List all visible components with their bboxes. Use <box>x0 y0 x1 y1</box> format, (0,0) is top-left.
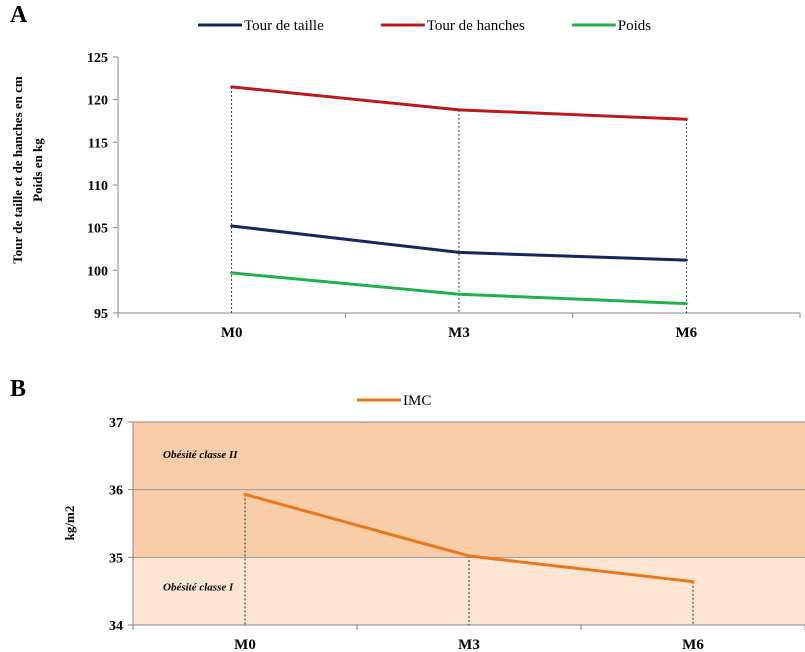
series-line-tour-de-hanches <box>230 85 688 121</box>
x-tick-label-m3: M3 <box>448 325 470 341</box>
plot-area-b: Obésité classe II Obésité classe I 34 35 36 3… <box>109 416 805 652</box>
y-tick-label-115: 115 <box>88 136 108 151</box>
legend-label-poids: Poids <box>618 18 652 34</box>
y-tick-label-125: 125 <box>87 51 108 66</box>
plot-area-a: 95 100 105 110 115 120 125 M0 M3 M6 <box>87 51 801 341</box>
y-tick-label-35: 35 <box>109 551 123 566</box>
x-tick-label-m0: M0 <box>221 325 243 341</box>
y-axis-label-b: kg/m2 <box>62 506 77 541</box>
panel-letter-a: A <box>10 2 28 28</box>
legend-label-tour-de-taille: Tour de taille <box>244 18 324 34</box>
y-tick-label-105: 105 <box>87 222 108 237</box>
band-obesite-classe-i <box>133 557 805 625</box>
x-tick-label-m0: M0 <box>234 637 256 652</box>
band-label-obesite-classe-i: Obésité classe I <box>163 581 234 593</box>
y-tick-label-34: 34 <box>109 619 123 634</box>
x-tick-label-m6: M6 <box>682 637 704 652</box>
x-tick-label-m6: M6 <box>675 325 697 341</box>
chart-panel-a: A Tour de taille Tour de hanches Poids Tou… <box>10 2 801 341</box>
series-line-tour-de-taille <box>230 224 688 262</box>
y-tick-label-100: 100 <box>87 264 108 279</box>
band-label-obesite-classe-ii: Obésité classe II <box>163 449 238 461</box>
y-axis-label-a-line2: Poids en kg <box>30 138 45 202</box>
y-tick-label-110: 110 <box>88 179 108 194</box>
legend-b: IMC <box>357 393 431 409</box>
panel-letter-b: B <box>10 376 26 402</box>
series-line-imc <box>243 492 695 584</box>
y-tick-label-120: 120 <box>87 94 108 109</box>
x-tick-label-m3: M3 <box>458 637 480 652</box>
y-axis-label-a-line1: Tour de taille et de hanches en cm <box>10 76 25 264</box>
y-tick-label-37: 37 <box>109 416 123 431</box>
legend-a: Tour de taille Tour de hanches Poids <box>198 18 651 34</box>
y-tick-label-36: 36 <box>109 484 123 499</box>
legend-label-imc: IMC <box>403 393 431 409</box>
y-tick-label-95: 95 <box>94 307 108 322</box>
series-line-poids <box>230 271 688 306</box>
legend-label-tour-de-hanches: Tour de hanches <box>427 18 525 34</box>
